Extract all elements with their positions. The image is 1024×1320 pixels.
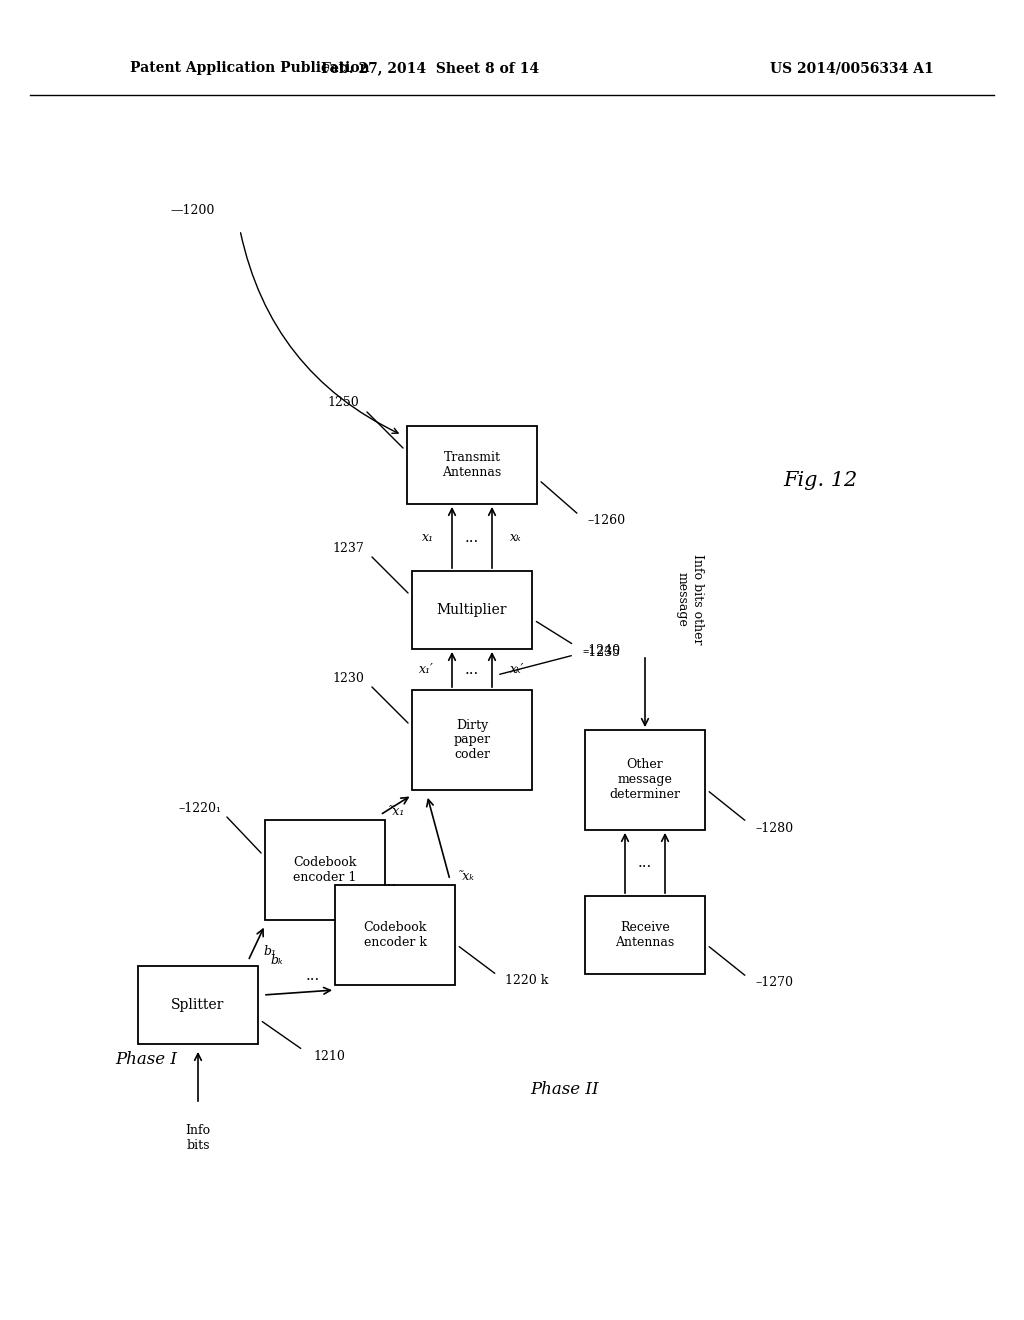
- Text: Phase II: Phase II: [530, 1081, 599, 1098]
- Text: Multiplier: Multiplier: [437, 603, 507, 616]
- Text: –1280: –1280: [755, 821, 794, 834]
- Text: bₖ: bₖ: [270, 953, 283, 966]
- Text: ...: ...: [465, 663, 479, 676]
- Bar: [585, 896, 705, 974]
- Text: x₁′: x₁′: [419, 663, 434, 676]
- Text: 1237: 1237: [332, 541, 364, 554]
- Text: Patent Application Publication: Patent Application Publication: [130, 61, 370, 75]
- Bar: [407, 426, 537, 504]
- Text: ˜x₁: ˜x₁: [387, 805, 406, 818]
- Text: ˜xₖ: ˜xₖ: [457, 870, 475, 883]
- Text: 1210: 1210: [313, 1051, 345, 1064]
- Text: xₖ: xₖ: [510, 531, 521, 544]
- Text: Info
bits: Info bits: [185, 1125, 211, 1152]
- Text: x₁: x₁: [422, 531, 434, 544]
- Text: Feb. 27, 2014  Sheet 8 of 14: Feb. 27, 2014 Sheet 8 of 14: [321, 61, 539, 75]
- Text: Other
message
determiner: Other message determiner: [609, 759, 681, 801]
- Bar: [412, 572, 532, 649]
- Text: –1235: –1235: [582, 645, 620, 659]
- Text: ...: ...: [306, 969, 321, 983]
- Text: b₁: b₁: [263, 945, 276, 958]
- Text: 1250: 1250: [328, 396, 359, 409]
- Text: Transmit
Antennas: Transmit Antennas: [442, 451, 502, 479]
- Text: Codebook
encoder k: Codebook encoder k: [364, 921, 427, 949]
- Bar: [585, 730, 705, 830]
- Bar: [138, 966, 258, 1044]
- Text: ...: ...: [465, 531, 479, 544]
- Text: xₖ′: xₖ′: [510, 663, 524, 676]
- Text: Splitter: Splitter: [171, 998, 224, 1012]
- Text: ...: ...: [638, 855, 652, 870]
- Text: Codebook
encoder 1: Codebook encoder 1: [293, 855, 356, 884]
- Text: 1230: 1230: [332, 672, 364, 685]
- Text: –1220₁: –1220₁: [178, 801, 221, 814]
- Bar: [335, 884, 455, 985]
- Text: –1260: –1260: [587, 513, 625, 527]
- Text: Receive
Antennas: Receive Antennas: [615, 921, 675, 949]
- Text: ...: ...: [383, 875, 397, 890]
- Text: –1240: –1240: [582, 644, 621, 656]
- Bar: [265, 820, 385, 920]
- Text: Phase I: Phase I: [115, 1052, 177, 1068]
- Bar: [412, 690, 532, 789]
- Text: –1270: –1270: [755, 977, 793, 990]
- Text: —1200: —1200: [171, 203, 215, 216]
- Text: 1220 k: 1220 k: [505, 974, 549, 987]
- Text: Dirty
paper
coder: Dirty paper coder: [454, 718, 490, 762]
- Text: Info bits other
message: Info bits other message: [676, 554, 705, 645]
- Text: Fig. 12: Fig. 12: [783, 470, 857, 490]
- Text: US 2014/0056334 A1: US 2014/0056334 A1: [770, 61, 934, 75]
